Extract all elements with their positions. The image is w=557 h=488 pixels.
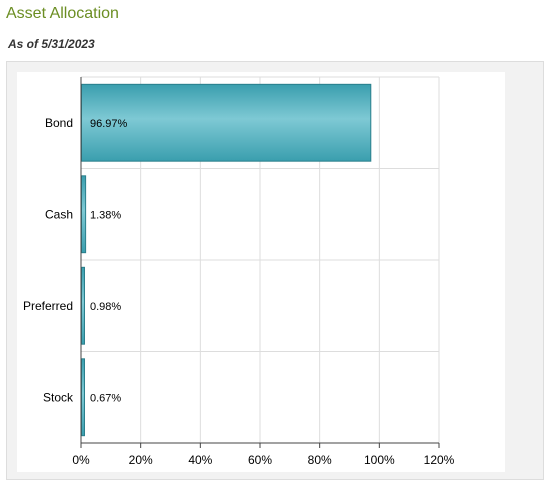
data-label: 0.67% xyxy=(90,392,121,404)
bar-bond xyxy=(81,83,372,162)
data-label: 96.97% xyxy=(90,118,128,130)
data-label: 1.38% xyxy=(90,209,121,221)
x-tick-label: 0% xyxy=(72,453,90,467)
data-label: 0.98% xyxy=(90,301,121,313)
category-label: Bond xyxy=(45,116,73,130)
x-tick-label: 40% xyxy=(188,453,212,467)
page-title: Asset Allocation xyxy=(6,5,119,22)
bar-stock xyxy=(81,358,85,437)
bar-preferred xyxy=(81,266,85,345)
category-label: Cash xyxy=(45,207,73,221)
x-tick-label: 80% xyxy=(308,453,332,467)
x-tick-label: 20% xyxy=(129,453,153,467)
as-of-date: As of 5/31/2023 xyxy=(8,37,95,51)
bar-cash xyxy=(81,175,87,254)
category-label: Preferred xyxy=(23,299,73,313)
category-label: Stock xyxy=(43,390,74,404)
x-tick-label: 120% xyxy=(424,453,455,467)
x-tick-label: 100% xyxy=(364,453,395,467)
x-tick-label: 60% xyxy=(248,453,272,467)
